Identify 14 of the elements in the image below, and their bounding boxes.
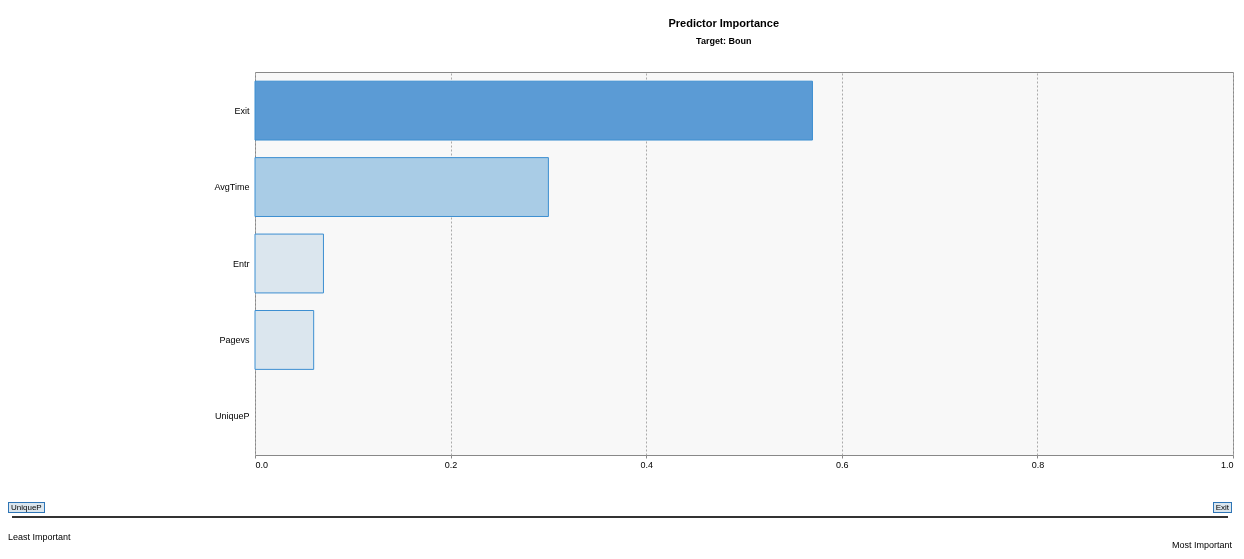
chart-subtitle: Target: Boun (696, 36, 752, 46)
y-tick-label: UniqueP (214, 411, 250, 422)
y-tick-label: Pagevs (219, 334, 250, 345)
y-tick-label: Entr (232, 258, 250, 269)
x-tick-label: 0.6 (836, 459, 849, 470)
y-tick-label: AvgTime (214, 182, 250, 193)
y-tick-label: Exit (234, 105, 250, 116)
x-tick-label: 1.0 (1220, 459, 1234, 470)
x-tick-label: 0.2 (444, 459, 458, 470)
x-tick-label: 0.4 (640, 459, 653, 470)
x-tick-label: 0.0 (255, 459, 269, 470)
importance-slider: UniqueP Exit Least Important Most Important (8, 501, 1232, 552)
chart-title: Predictor Importance (668, 17, 780, 29)
x-tick-label: 0.8 (1031, 459, 1045, 470)
